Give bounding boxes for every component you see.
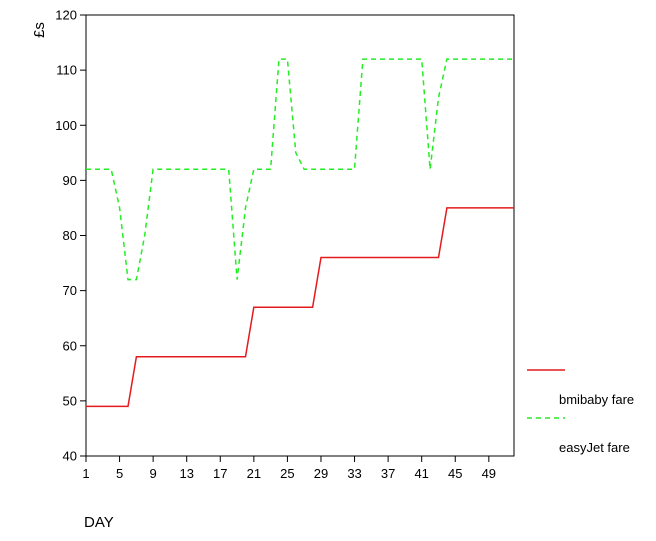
x-tick-label: 25 xyxy=(280,466,294,481)
x-tick-label: 41 xyxy=(414,466,428,481)
x-tick-label: 33 xyxy=(347,466,361,481)
x-axis-title: DAY xyxy=(84,514,114,531)
y-tick-label: 100 xyxy=(55,118,77,133)
y-tick-label: 120 xyxy=(55,8,77,23)
series-line-easyjet-fare xyxy=(86,58,514,281)
x-tick-label: 45 xyxy=(448,466,462,481)
y-tick-label: 60 xyxy=(63,338,77,353)
x-tick-label: 37 xyxy=(381,466,395,481)
y-axis-title: £s xyxy=(31,22,48,38)
x-tick-label: 5 xyxy=(116,466,123,481)
y-tick-label: 90 xyxy=(63,173,77,188)
y-tick-label: 80 xyxy=(63,228,77,243)
x-tick-label: 13 xyxy=(179,466,193,481)
legend-label: bmibaby fare xyxy=(559,392,634,407)
y-tick-label: 110 xyxy=(56,63,77,78)
x-tick-label: 49 xyxy=(482,466,496,481)
x-tick-label: 29 xyxy=(314,466,328,481)
plot-area xyxy=(85,14,515,457)
x-tick-label: 1 xyxy=(82,466,89,481)
y-tick-label: 50 xyxy=(63,393,77,408)
series-line-bmibaby-fare xyxy=(86,207,514,408)
x-tick-label: 17 xyxy=(213,466,227,481)
y-tick-label: 40 xyxy=(63,449,77,464)
legend-label: easyJet fare xyxy=(559,440,630,455)
x-tick-label: 21 xyxy=(247,466,261,481)
series-lines xyxy=(86,58,514,408)
y-axis: 40 50 60 70 80 90 100 110 120 xyxy=(55,8,86,464)
x-tick-label: 9 xyxy=(150,466,157,481)
legend: bmibaby fare easyJet fare xyxy=(527,369,634,455)
x-axis: 1 5 9 13 17 21 25 29 33 37 41 45 49 xyxy=(82,456,496,481)
y-tick-label: 70 xyxy=(63,283,77,298)
